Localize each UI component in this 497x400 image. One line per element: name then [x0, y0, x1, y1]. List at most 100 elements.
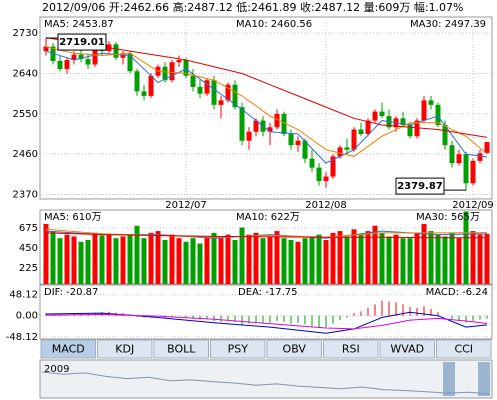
volume-bar — [449, 232, 455, 284]
volume-bar — [162, 239, 168, 284]
candle-body — [232, 84, 238, 108]
candle-body — [477, 153, 483, 161]
volume-bar — [400, 238, 406, 284]
candle-body — [204, 80, 210, 94]
candle-body — [57, 60, 63, 69]
volume-bar — [113, 238, 119, 284]
candle-body — [190, 75, 196, 87]
candle-body — [127, 53, 133, 72]
volume-bar — [64, 234, 70, 284]
candle-body — [365, 120, 371, 134]
candle-body — [162, 66, 168, 81]
candle-body — [484, 142, 490, 153]
volume-bar — [260, 238, 266, 284]
candle-body — [225, 84, 231, 101]
tab[interactable] — [153, 339, 209, 359]
tab[interactable] — [210, 339, 266, 359]
volume-bar — [316, 234, 322, 284]
candle-body — [288, 134, 294, 146]
annotation-box — [395, 177, 445, 195]
legend-entry: DIF: -20.87 — [44, 287, 98, 298]
candle-body — [78, 54, 84, 60]
volume-bar — [484, 233, 490, 284]
navigator[interactable] — [39, 359, 493, 399]
volume-bar — [155, 231, 161, 284]
y-tick-label: 675 — [19, 223, 38, 234]
y-tick-label: 0.00 — [16, 311, 38, 322]
nav-handle[interactable] — [478, 362, 490, 396]
legend-entry: MA30: 2497.39 — [410, 19, 486, 30]
tab-label: WVAD — [390, 343, 424, 356]
y-tick-label: 2550 — [13, 109, 38, 120]
candle-body — [421, 100, 427, 121]
header: 2012/09/06 开:2462.66 高:2487.12 低:2461.89… — [42, 0, 464, 14]
y-tick-label: 2460 — [13, 149, 38, 160]
ma-line — [45, 228, 488, 238]
tab-label: PSY — [228, 343, 249, 356]
candle-body — [197, 86, 203, 94]
volume-bar — [456, 238, 462, 284]
tab-label: CCI — [454, 343, 473, 356]
candle-body — [449, 145, 455, 164]
candle-body — [85, 59, 91, 65]
ma-line — [45, 37, 488, 138]
candle-body — [358, 129, 364, 134]
legend-entry: MA10: 2460.56 — [236, 19, 312, 30]
volume-bar — [85, 239, 91, 284]
tab[interactable] — [97, 339, 153, 359]
candle-body — [302, 140, 308, 159]
candle-body — [141, 91, 147, 96]
tab[interactable] — [40, 339, 96, 359]
volume-bar — [218, 238, 224, 284]
ma-line — [45, 232, 487, 239]
volume-bar — [428, 231, 434, 284]
candle-body — [169, 62, 175, 81]
x-tick-label: 2012/09 — [452, 200, 494, 211]
candle-body — [253, 120, 259, 132]
legend-entry: MA5: 2453.87 — [44, 19, 114, 30]
volume-bar — [239, 227, 245, 284]
legend-entry: MA10: 622万 — [236, 212, 300, 223]
candle-body — [414, 120, 420, 137]
tab-label: BOLL — [167, 343, 196, 356]
volume-bar — [281, 238, 287, 284]
volume-bar — [365, 231, 371, 284]
annotation: 2379.87 — [397, 181, 443, 192]
volume-bar — [407, 238, 413, 284]
volume-bar — [295, 241, 301, 284]
ma-line — [45, 313, 488, 330]
volume-bar — [323, 239, 329, 284]
candle-body — [176, 60, 182, 63]
y-tick-label: 48.12 — [9, 290, 38, 301]
volume-bar — [141, 238, 147, 284]
candle-body — [113, 44, 119, 58]
volume-bar — [232, 239, 238, 284]
y-tick-label: 225 — [19, 263, 38, 274]
candle-body — [379, 111, 385, 117]
candle-body — [43, 46, 49, 52]
volume-bar — [379, 232, 385, 284]
volume-bar — [43, 223, 49, 284]
volume-bar — [386, 236, 392, 284]
tab[interactable] — [379, 339, 435, 359]
navigator-line — [41, 371, 491, 395]
volume-bar — [134, 225, 140, 284]
candle-body — [400, 118, 406, 126]
y-tick-label: -48.12 — [6, 332, 38, 343]
volume-bar — [393, 234, 399, 284]
candle-body — [267, 127, 273, 132]
y-tick-label: 2370 — [13, 190, 38, 201]
candle-body — [442, 125, 448, 146]
candle-body — [428, 100, 434, 105]
tab[interactable] — [323, 339, 379, 359]
candle-body — [337, 147, 343, 157]
tab[interactable] — [436, 339, 492, 359]
ma-line — [45, 311, 488, 334]
volume-bar — [309, 236, 315, 284]
candle-body — [295, 140, 301, 146]
nav-label: 2009 — [44, 364, 69, 375]
volume-bar — [421, 223, 427, 284]
candle-body — [120, 53, 126, 58]
tab[interactable] — [266, 339, 322, 359]
nav-handle[interactable] — [443, 362, 455, 396]
